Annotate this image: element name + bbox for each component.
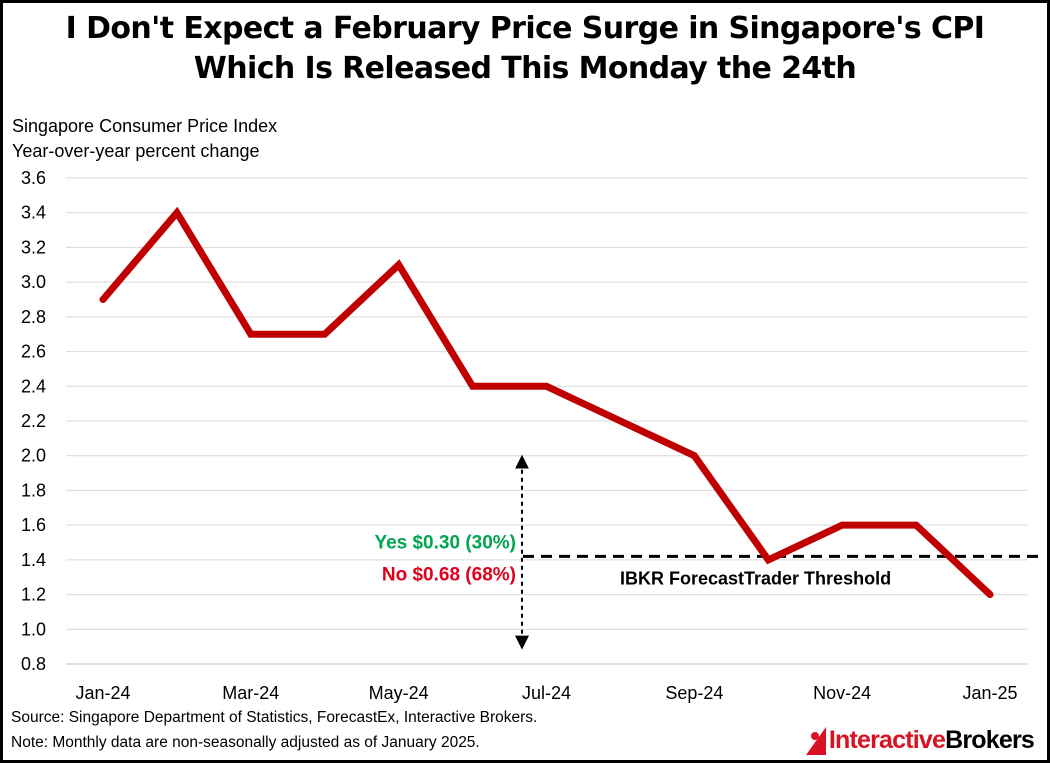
data-point-dec-24 <box>914 523 918 527</box>
y-tick-label: 3.0 <box>21 272 46 292</box>
y-axis-label-line-2: Year-over-year percent change <box>12 141 259 161</box>
source-note: Source: Singapore Department of Statisti… <box>11 709 538 726</box>
data-point-oct-24 <box>766 558 770 562</box>
y-tick-label: 1.0 <box>21 619 46 639</box>
logo-wordmark: InteractiveBrokers <box>828 726 1035 755</box>
no-price-label: No $0.68 (68%) <box>382 564 516 585</box>
y-tick-label: 3.6 <box>21 168 46 188</box>
y-tick-label: 3.4 <box>21 203 46 223</box>
data-note: Note: Monthly data are non-seasonally ad… <box>11 734 480 751</box>
y-tick-label: 2.0 <box>21 446 46 466</box>
data-point-apr-24 <box>323 332 327 336</box>
data-point-aug-24 <box>618 419 622 423</box>
data-point-mar-24 <box>249 332 253 336</box>
y-tick-label: 3.2 <box>21 237 46 257</box>
y-tick-label: 1.8 <box>21 480 46 500</box>
y-tick-label: 1.2 <box>21 585 46 605</box>
logo-part-1: Interactive <box>828 726 946 754</box>
forecast-annotations: Yes $0.30 (30%) No $0.68 (68%) IBKR Fore… <box>374 454 1044 650</box>
x-tick-label: Jul-24 <box>522 683 571 703</box>
data-point-nov-24 <box>840 523 844 527</box>
y-tick-label: 2.8 <box>21 307 46 327</box>
y-tick-label: 1.6 <box>21 515 46 535</box>
data-point-feb-24 <box>175 211 179 215</box>
x-tick-label: Nov-24 <box>813 683 871 703</box>
y-axis-label-line-1: Singapore Consumer Price Index <box>12 116 277 136</box>
y-tick-label: 0.8 <box>21 654 46 674</box>
x-tick-label: Jan-24 <box>75 683 130 703</box>
series-layer <box>99 206 994 599</box>
title-line-1: I Don't Expect a February Price Surge in… <box>65 11 985 46</box>
cpi-series-line <box>99 206 994 599</box>
y-axis-ticks: 0.8 1.0 1.2 1.4 1.6 1.8 2.0 2.2 2.4 2.6 2.8 3.0 3.2 3… <box>21 168 46 674</box>
y-tick-label: 2.6 <box>21 342 46 362</box>
x-tick-label: Mar-24 <box>222 683 279 703</box>
interactive-brokers-logo: InteractiveBrokers <box>805 726 1035 755</box>
chart-title: I Don't Expect a February Price Surge in… <box>3 9 1047 89</box>
ib-logo-icon <box>805 726 826 755</box>
x-tick-label: Sep-24 <box>665 683 723 703</box>
data-point-jun-24 <box>471 384 475 388</box>
y-tick-label: 2.2 <box>21 411 46 431</box>
data-point-may-24 <box>397 263 401 267</box>
yes-price-label: Yes $0.30 (30%) <box>374 532 516 553</box>
threshold-label: IBKR ForecastTrader Threshold <box>620 568 891 588</box>
y-tick-label: 1.4 <box>21 550 46 570</box>
logo-part-2: Brokers <box>945 726 1035 754</box>
gridlines <box>66 177 1027 665</box>
x-tick-label: Jan-25 <box>963 683 1018 703</box>
x-axis-ticks: Jan-24 Mar-24 May-24 Jul-24 Sep-24 Nov-24 Jan-… <box>75 683 1017 703</box>
x-tick-label: May-24 <box>369 683 429 703</box>
data-point-jan-25 <box>988 593 992 597</box>
y-tick-label: 2.4 <box>21 376 46 396</box>
title-line-2: Which Is Released This Monday the 24th <box>193 51 857 86</box>
data-point-jul-24 <box>545 384 548 388</box>
data-point-sep-24 <box>692 454 696 458</box>
data-point-jan-24 <box>101 298 105 301</box>
